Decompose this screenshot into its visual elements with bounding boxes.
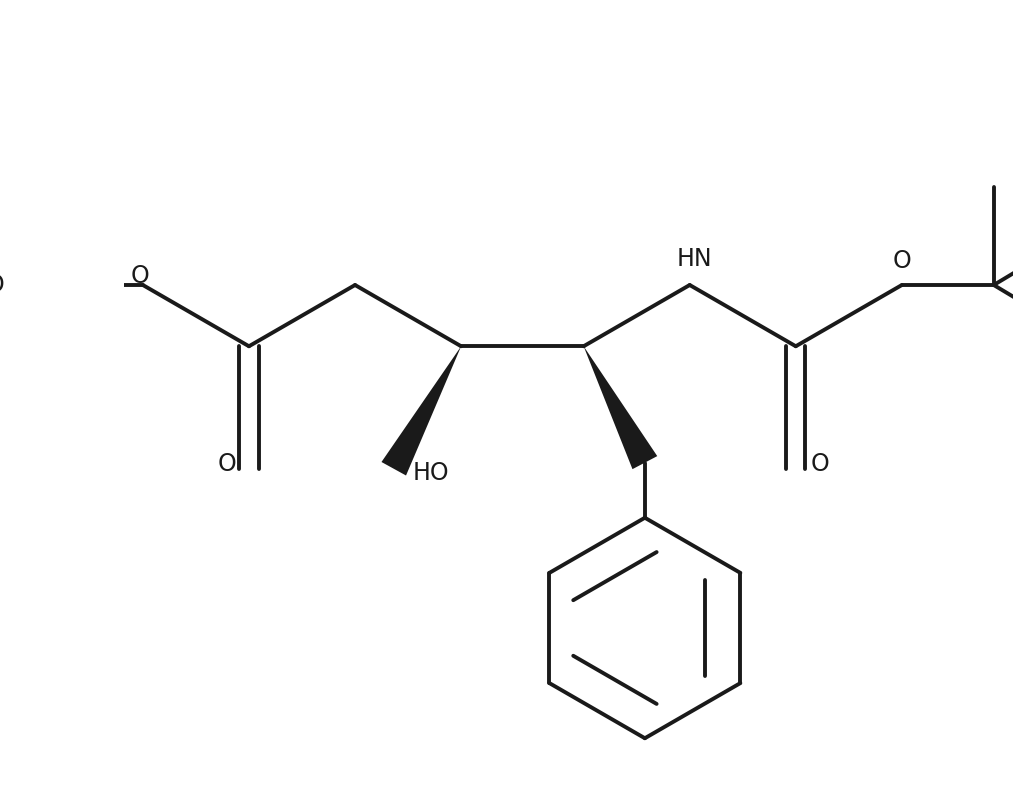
Text: O: O (131, 264, 149, 288)
Text: O: O (0, 273, 5, 297)
Polygon shape (381, 346, 461, 476)
Text: O: O (811, 453, 830, 476)
Polygon shape (583, 346, 657, 469)
Text: HO: HO (414, 461, 450, 485)
Text: O: O (217, 453, 237, 476)
Text: O: O (892, 249, 911, 272)
Text: HN: HN (677, 247, 712, 271)
